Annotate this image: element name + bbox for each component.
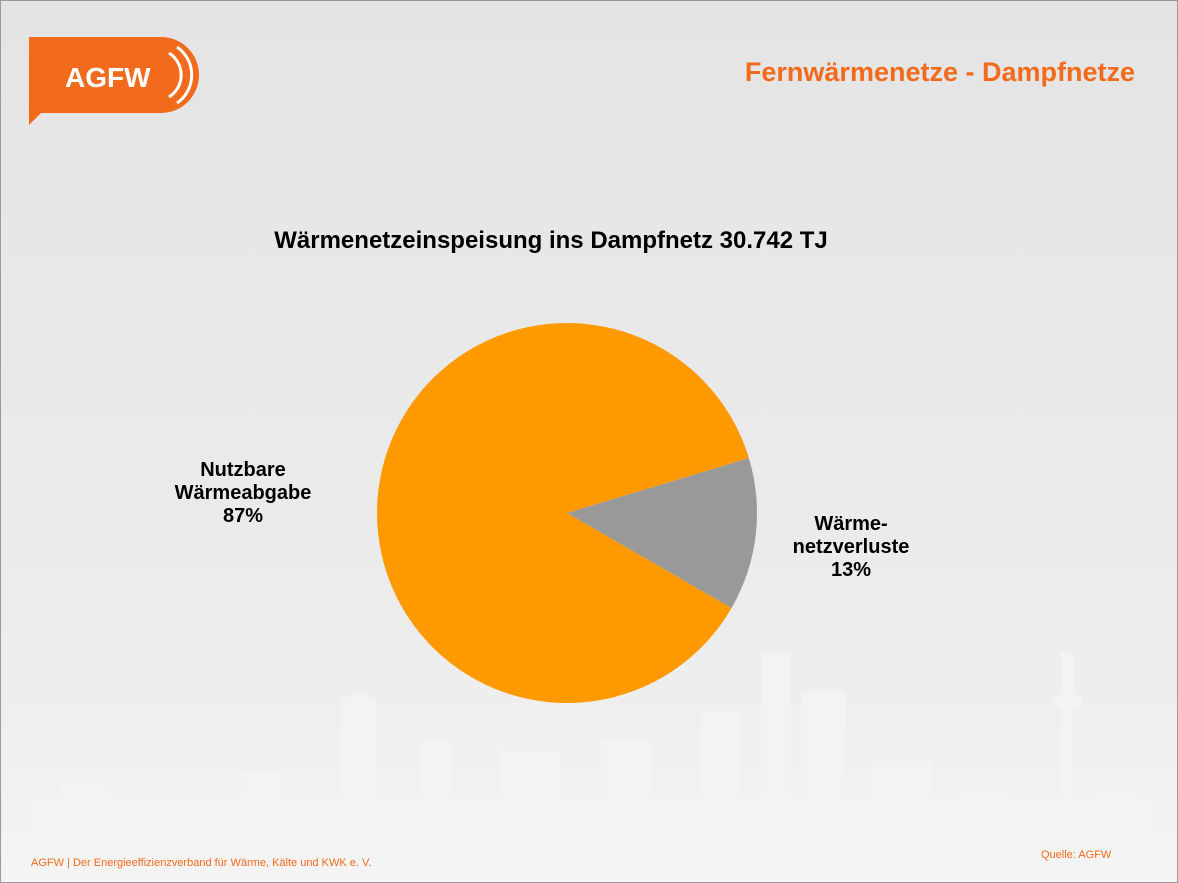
slide-title: Fernwärmenetze - Dampfnetze [744,57,1135,87]
source: Quelle: AGFW [1041,849,1112,861]
pie-slice [377,323,749,703]
logo: AGFW [29,37,199,125]
footer-text: AGFW | Der Energieeffizienzverband für W… [31,857,372,869]
category-label: Nutzbare Wärmeabgabe [174,458,312,504]
slice-label: Wärme-netzverluste 13% [784,513,919,582]
logo-arcs [168,45,194,105]
slice-label: Nutzbare Wärmeabgabe 87% [168,459,318,528]
skyline [31,651,1151,841]
logo-text: AGFW [65,62,151,93]
pie-slice [567,458,758,608]
value-label: 87% [222,504,264,527]
chart-title: Wärmenetzeinspeisung ins Dampfnetz 30.74… [274,227,828,254]
value-label: 13% [830,558,872,581]
logo-badge [29,37,199,125]
category-label: Wärme-netzverluste [792,512,910,558]
